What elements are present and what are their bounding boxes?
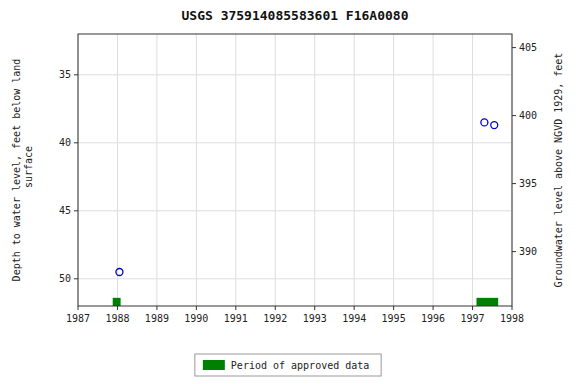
- grid-line-y: [78, 74, 512, 75]
- y-tick-label: 40: [59, 137, 71, 148]
- x-tick: [512, 306, 513, 310]
- x-tick-label: 1995: [382, 313, 406, 324]
- data-point: [491, 122, 498, 129]
- y-tick: [74, 278, 78, 279]
- x-tick: [433, 306, 434, 310]
- y2-tick: [512, 115, 516, 116]
- legend: Period of approved data: [195, 354, 381, 376]
- grid-line-y: [78, 278, 512, 279]
- grid-line-y: [78, 210, 512, 211]
- legend-swatch: [203, 360, 225, 370]
- y-tick: [74, 210, 78, 211]
- grid-line-y: [78, 142, 512, 143]
- legend-box: [195, 354, 381, 376]
- x-tick-label: 1997: [460, 313, 484, 324]
- y-tick: [74, 74, 78, 75]
- y2-tick-label: 395: [519, 178, 537, 189]
- y2-tick: [512, 47, 516, 48]
- x-tick-label: 1991: [224, 313, 248, 324]
- x-tick-label: 1988: [105, 313, 129, 324]
- x-tick-label: 1996: [421, 313, 445, 324]
- plot-frame: [78, 34, 512, 306]
- y-tick-label: 50: [59, 273, 71, 284]
- x-tick-label: 1992: [263, 313, 287, 324]
- chart: 1987 1988 1989 1990 1991 1992 1993 1994 1995 1996…: [0, 0, 576, 384]
- y2-axis: 390 395 400 405: [512, 42, 537, 257]
- x-tick: [78, 306, 79, 310]
- marks: [113, 119, 498, 306]
- title: USGS 375914085583601 F16A0080: [182, 8, 409, 23]
- plot-background: [78, 34, 512, 306]
- x-tick-label: 1994: [342, 313, 366, 324]
- y-axis-label: Depth to water level, feet below land su…: [11, 59, 34, 282]
- x-tick: [354, 306, 355, 310]
- y2-tick: [512, 251, 516, 252]
- x-tick: [472, 306, 473, 310]
- x-tick-label: 1993: [303, 313, 327, 324]
- x-tick: [275, 306, 276, 310]
- x-tick-label: 1990: [184, 313, 208, 324]
- y-axis-label-line: surface: [23, 146, 34, 194]
- approved-period: [476, 298, 498, 306]
- y-tick-label: 45: [59, 205, 71, 216]
- y-tick-label: 35: [59, 69, 71, 80]
- y2-tick-label: 405: [519, 42, 537, 53]
- x-axis: 1987 1988 1989 1990 1991 1992 1993 1994 1995 1996…: [66, 306, 524, 324]
- x-tick: [156, 306, 157, 310]
- approved-period: [113, 298, 121, 306]
- grid: [78, 34, 512, 306]
- y2-tick: [512, 183, 516, 184]
- y-axis: 35 40 45 50: [59, 69, 78, 284]
- y2-tick-label: 390: [519, 246, 537, 257]
- x-tick-label: 1998: [500, 313, 524, 324]
- data-point: [116, 269, 123, 276]
- legend-label: Period of approved data: [231, 360, 369, 371]
- data-point: [481, 119, 488, 126]
- y-axis-label-line: Depth to water level, feet below land: [11, 59, 22, 282]
- x-tick: [235, 306, 236, 310]
- x-tick: [393, 306, 394, 310]
- x-tick-label: 1989: [145, 313, 169, 324]
- x-tick-label: 1987: [66, 313, 90, 324]
- x-tick: [314, 306, 315, 310]
- x-tick: [196, 306, 197, 310]
- y2-axis-label: Groundwater level above NGVD 1929, feet: [553, 53, 564, 288]
- x-tick: [117, 306, 118, 310]
- y2-tick-label: 400: [519, 110, 537, 121]
- y-tick: [74, 142, 78, 143]
